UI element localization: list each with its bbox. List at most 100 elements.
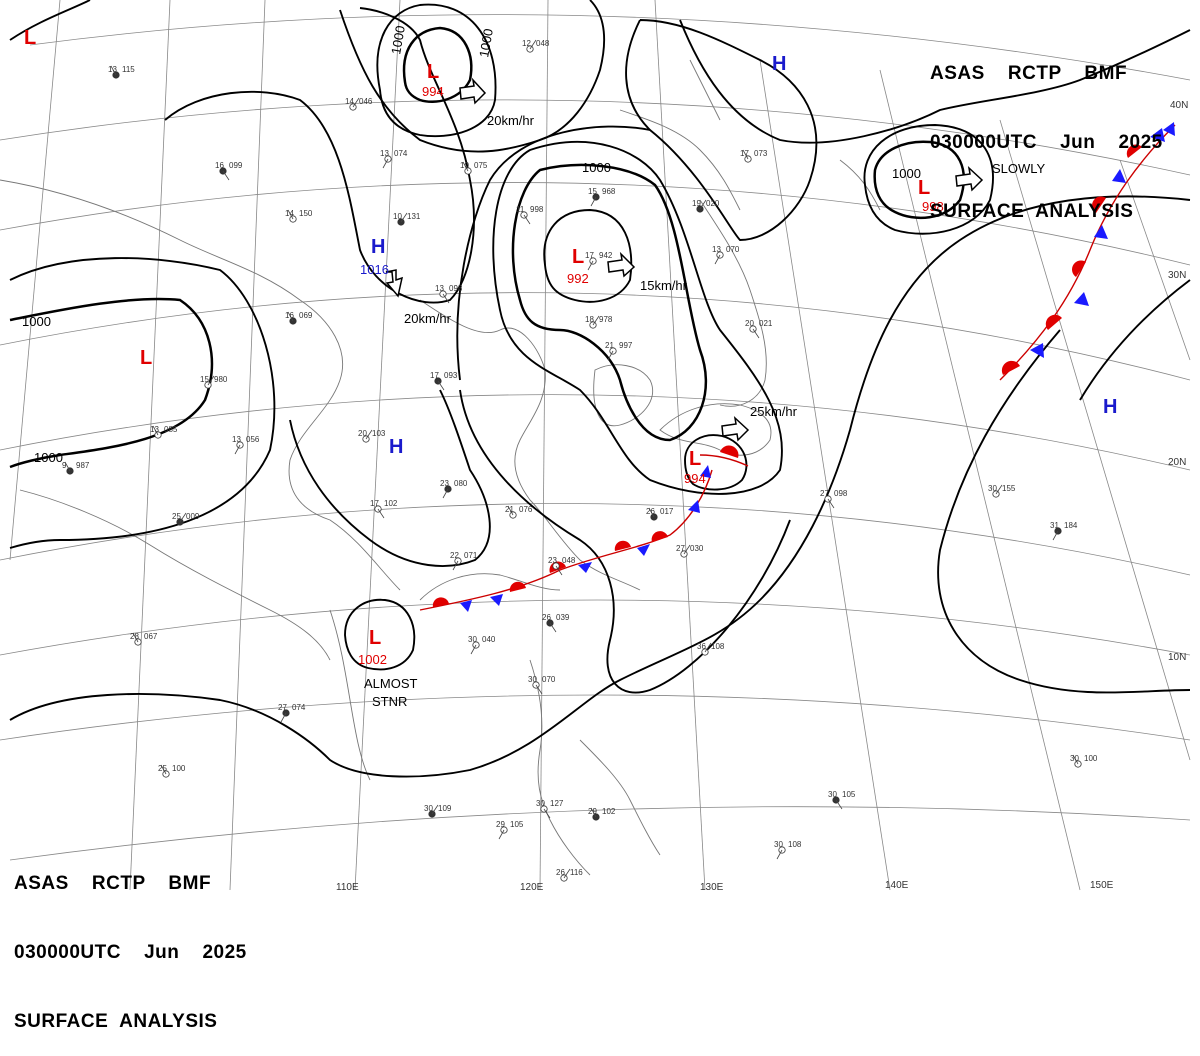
wind-barb [64, 461, 71, 472]
wind-barb [470, 644, 477, 655]
station-pressure: 105 [842, 790, 856, 799]
wind-barb [382, 158, 389, 169]
station-temp: 13 [108, 65, 117, 74]
isobar-label: 1000 [34, 450, 63, 465]
low-north-letter: L [427, 61, 439, 83]
station-temp: 19 [692, 199, 701, 208]
station-pressure: 942 [599, 251, 613, 260]
station-plot: 26 116 [556, 868, 583, 882]
isobar-label: 1000 [388, 24, 408, 55]
station-temp: 23 [440, 479, 449, 488]
wind-barb [535, 684, 543, 695]
low-east-pressure: 998 [922, 199, 944, 214]
station-temp: 16 [215, 161, 224, 170]
wind-barb [549, 622, 557, 633]
station-temp: 26 [542, 613, 551, 622]
station-plot: 20 103 [358, 429, 386, 443]
low-central-letter: L [572, 246, 584, 268]
station-pressure: 009 [186, 512, 200, 521]
station-plot: 13 074 [380, 149, 408, 169]
wind-barb [132, 632, 139, 643]
station-plot: 31 184 [1050, 521, 1078, 541]
station-pressure: 100 [172, 764, 186, 773]
station-plot: 29 105 [496, 820, 524, 840]
lon-label: 120E [520, 882, 544, 893]
station-temp: 25 [172, 512, 181, 521]
motion-arrows [385, 77, 984, 442]
coastlines [0, 59, 881, 876]
station-plot: 15 968 [588, 187, 616, 207]
wind-barb [704, 642, 712, 653]
station-plot: 13 085 [150, 425, 178, 439]
low-south-letter: L [369, 627, 381, 649]
station-pressure: 105 [510, 820, 524, 829]
wind-barb [431, 804, 439, 815]
station-pressure: 108 [711, 642, 725, 651]
low-south-pressure: 1002 [358, 652, 387, 667]
station-plot: 27 098 [820, 489, 848, 509]
station-temp: 13 [435, 284, 444, 293]
station-plot: 30 127 [536, 799, 564, 819]
station-temp: 26 [646, 507, 655, 516]
station-pressure: 116 [570, 868, 583, 877]
station-pressure: 997 [619, 341, 633, 350]
lat-label: 10N [1168, 652, 1186, 663]
station-pressure: 103 [372, 429, 386, 438]
station-plot: 13 115 [108, 65, 135, 79]
station-pressure: 071 [464, 551, 478, 560]
station-pressure: 070 [542, 675, 556, 684]
station-pressure: 115 [122, 65, 135, 74]
station-plot: 27 030 [676, 544, 704, 558]
header-line-2: 030000UTC Jun 2025 [930, 132, 1163, 153]
station-temp: 31 [1050, 521, 1059, 530]
station-plot: 28 067 [130, 632, 158, 646]
station-temp: 9 [62, 461, 67, 470]
lat-label: 20N [1168, 457, 1186, 468]
station-plot: 21 076 [505, 505, 533, 519]
station-plot: 36 108 [697, 642, 725, 656]
station-plot: 15 980 [200, 375, 228, 389]
wind-barb [523, 214, 531, 225]
station-plot: 13 056 [232, 435, 260, 455]
station-pressure: 021 [759, 319, 773, 328]
station-plot: 17 942 [585, 251, 613, 271]
station-pressure: 100 [1084, 754, 1098, 763]
station-plot: 25 100 [158, 764, 186, 778]
wind-barb [160, 764, 167, 775]
wind-barb [442, 293, 450, 304]
station-plot: 16 069 [285, 311, 313, 325]
wind-barb [590, 807, 597, 818]
station-plot: 30 100 [1070, 754, 1098, 768]
low-east-letter: L [918, 177, 930, 199]
lat-label: 30N [1168, 270, 1186, 281]
wind-barb [555, 565, 563, 576]
high-ne-letter: H [772, 53, 786, 75]
header-bottom-left: ASAS RCTP BMF 030000UTC Jun 2025 SURFACE… [14, 826, 247, 1056]
high-china-pressure: 1016 [360, 262, 389, 277]
station-pressure: 048 [536, 39, 550, 48]
wind-barb [776, 849, 783, 860]
station-temp: 15 [588, 187, 597, 196]
wind-barb [563, 868, 571, 879]
lon-label: 110E [336, 882, 359, 893]
station-temp: 30 [988, 484, 997, 493]
station-temp: 17 [585, 251, 594, 260]
station-temp: 27 [676, 544, 685, 553]
wind-barb [752, 328, 760, 339]
header-line-1: ASAS RCTP BMF [930, 63, 1128, 84]
weather-map: 1000 1000 1000 1000 1000 1000 [0, 0, 1191, 893]
wind-barb [400, 212, 408, 223]
motion-label: 20km/hr [487, 113, 535, 128]
isobar-label: 1000 [582, 160, 611, 175]
station-temp: 12 [522, 39, 531, 48]
low-japan-pressure: 994 [684, 471, 706, 486]
station-plot: 21 997 [605, 341, 633, 361]
station-pressure: 098 [449, 284, 463, 293]
station-plot: 30 040 [468, 635, 496, 655]
station-temp: 21 [605, 341, 614, 350]
lon-label: 150E [1090, 880, 1114, 891]
station-temp: 16 [285, 311, 294, 320]
station-pressure: 102 [384, 499, 398, 508]
station-temp: 36 [697, 642, 706, 651]
station-plot: 30 108 [774, 840, 802, 860]
